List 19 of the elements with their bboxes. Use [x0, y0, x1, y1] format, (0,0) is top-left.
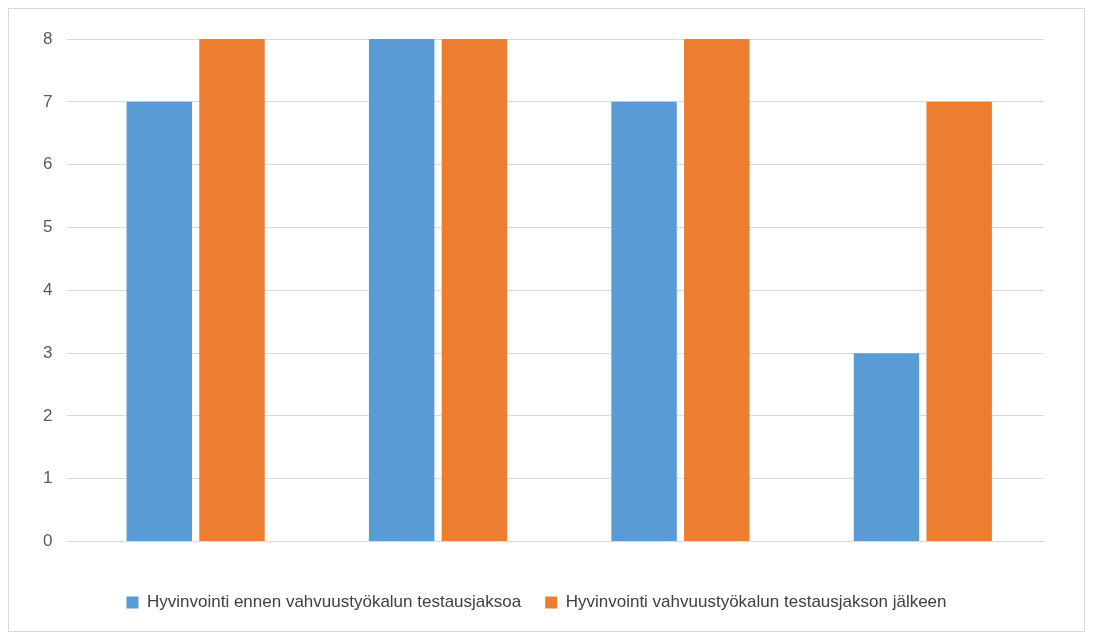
y-tick-label: 8	[42, 28, 53, 48]
bar	[368, 39, 435, 542]
legend-label: Hyvinvointi vahvuustyökalun testausjakson jälkeen	[565, 592, 947, 612]
bar	[611, 101, 677, 542]
y-tick-label: 3	[42, 342, 53, 362]
legend-label: Hyvinvointi ennen vahvuustyökalun testausjaksoa	[146, 592, 522, 612]
bar	[441, 39, 508, 542]
y-tick-label: 6	[42, 154, 53, 174]
y-tick-label: 2	[42, 405, 53, 425]
y-tick-label: 0	[42, 531, 53, 551]
y-tick-label: 5	[42, 217, 53, 237]
y-tick-label: 4	[42, 279, 53, 299]
bar	[684, 39, 750, 542]
bar	[926, 101, 992, 542]
y-tick-label: 7	[42, 91, 53, 111]
bar	[199, 39, 265, 542]
y-tick-label: 1	[42, 468, 53, 488]
bar	[853, 353, 920, 542]
bar	[126, 101, 193, 542]
